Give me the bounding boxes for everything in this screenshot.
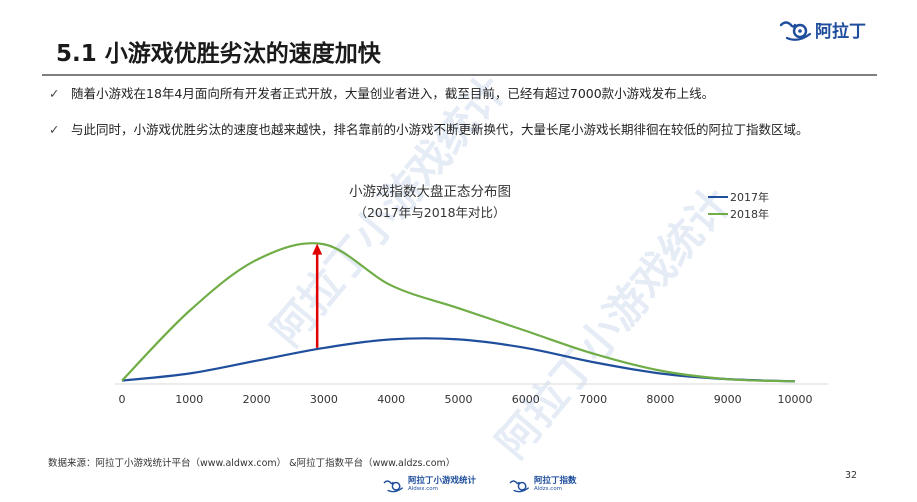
bullet-text-2: 与此同时，小游戏优胜劣汰的速度也越来越快，排名靠前的小游戏不断更新换代，大量长尾… [71,122,809,137]
title-bar: 5.1 小游戏优胜劣汰的速度加快 [42,34,877,76]
legend-swatch-2018 [708,213,728,215]
legend-label-2017: 2017年 [730,191,769,204]
legend-item-2018: 2018年 [708,206,769,222]
x-tick-label-3000: 3000 [310,393,338,406]
x-tick-label-7000: 7000 [579,393,607,406]
footer-logo-aldzs-name: 阿拉丁指数 [534,476,577,486]
x-tick-label-9000: 9000 [714,393,742,406]
x-tick-label-0: 0 [119,393,126,406]
chart-subtitle: （2017年与2018年对比） [354,205,506,220]
aladdin-lamp-icon [383,479,403,492]
annotation-arrow-head [312,243,323,255]
footer-logo-aldwx: 阿拉丁小游戏统计 Aldwx.com [380,476,476,493]
footer-logo-aldzs-url: Aldzs.com [534,486,563,492]
x-tick-label-8000: 8000 [646,393,674,406]
series-line-2018年 [121,242,796,383]
aladdin-lamp-icon [509,479,529,492]
checkmark-icon: ✓ [49,122,60,137]
page-title: 5.1 小游戏优胜劣汰的速度加快 [56,41,381,67]
x-tick-label-1000: 1000 [175,393,203,406]
legend-item-2017: 2017年 [708,189,769,205]
x-tick-label-5000: 5000 [445,393,473,406]
legend-label-2018: 2018年 [730,208,769,221]
brand-logo: 阿拉丁 [778,14,866,44]
x-tick-label-10000: 10000 [778,393,813,406]
footer-logos: 阿拉丁小游戏统计 Aldwx.com 阿拉丁指数 Aldzs.com [380,476,577,493]
x-tick-label-6000: 6000 [512,393,540,406]
x-tick-label-2000: 2000 [243,393,271,406]
checkmark-icon: ✓ [49,86,60,101]
x-tick-label-4000: 4000 [377,393,405,406]
bullet-text-1: 随着小游戏在18年4月面向所有开发者正式开放，大量创业者进入，截至目前，已经有超… [71,86,715,101]
footer-logo-aldzs: 阿拉丁指数 Aldzs.com [506,476,577,493]
bullet-item-2: ✓ 与此同时，小游戏优胜劣汰的速度也越来越快，排名靠前的小游戏不断更新换代，大量长… [49,119,809,138]
footer-logo-aldwx-name: 阿拉丁小游戏统计 [408,476,477,486]
data-source: 数据来源：阿拉丁小游戏统计平台（www.aldwx.com） &阿拉丁指数平台（… [48,458,456,469]
brand-name: 阿拉丁 [815,21,866,42]
bullet-item-1: ✓ 随着小游戏在18年4月面向所有开发者正式开放，大量创业者进入，截至目前，已经有… [49,83,714,102]
series-line-2017年 [121,337,796,383]
aladdin-lamp-icon [779,21,812,41]
legend-swatch-2017 [708,196,728,198]
footer-logo-aldwx-url: Aldwx.com [408,486,439,492]
chart-title: 小游戏指数大盘正态分布图 [349,184,511,200]
page-number: 32 [845,470,858,481]
